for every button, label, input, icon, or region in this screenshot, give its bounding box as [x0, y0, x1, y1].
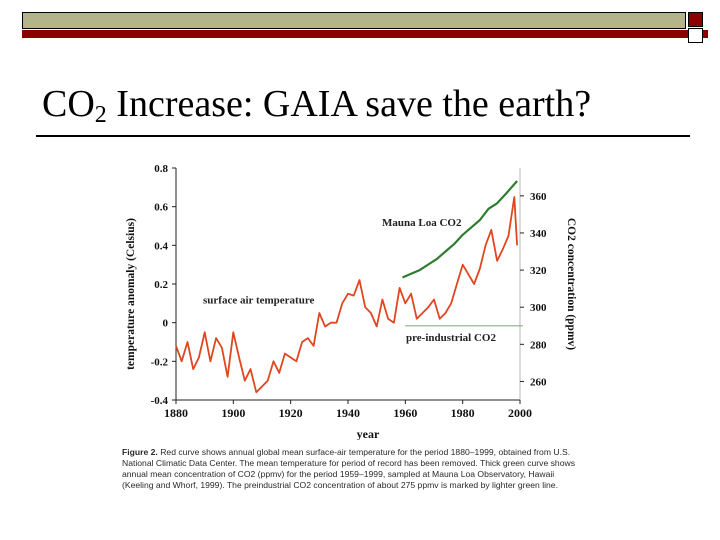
- left-tick-label: 0.2: [154, 279, 168, 291]
- right-tick-label: 260: [530, 376, 547, 388]
- corner-square-empty: [688, 28, 703, 43]
- x-tick-label: 1900: [221, 406, 245, 420]
- x-tick-label: 1880: [164, 406, 188, 420]
- right-tick-label: 320: [530, 265, 547, 277]
- x-tick-label: 1940: [336, 406, 360, 420]
- right-axis-label: CO2 concentration (ppmv): [565, 218, 577, 350]
- corner-square-filled: [688, 12, 703, 27]
- annotation-mauna-loa: Mauna Loa CO2: [382, 217, 462, 229]
- left-axis-label: temperature anomaly (Celsius): [125, 218, 137, 370]
- left-tick-label: -0.2: [151, 356, 169, 368]
- annotation-preindustrial: pre-industrial CO2: [406, 332, 496, 344]
- left-tick-label: -0.4: [151, 395, 169, 407]
- right-tick-label: 300: [530, 302, 547, 314]
- x-tick-label: 1980: [451, 406, 475, 420]
- right-tick-label: 340: [530, 228, 547, 240]
- x-tick-label: 1920: [279, 406, 303, 420]
- left-tick-label: 0.4: [154, 240, 168, 252]
- left-tick-label: 0.6: [154, 202, 168, 214]
- co2-temperature-chart: -0.4 -0.2 0 0.2 0.4 0.6 0.8 260 280 300 320 340 360 1…: [125, 163, 577, 440]
- left-tick-label: 0.8: [154, 163, 168, 175]
- caption-text: Red curve shows annual global mean surfa…: [122, 447, 575, 490]
- title-rest: Increase: GAIA save the earth?: [106, 83, 592, 125]
- left-tick-label: 0: [163, 318, 169, 330]
- axes-frame: [175, 168, 520, 401]
- annotation-temperature: surface air temperature: [203, 294, 315, 306]
- top-bar: [22, 12, 686, 29]
- right-tick-label: 280: [530, 339, 547, 351]
- x-axis-label: year: [357, 427, 380, 440]
- caption-label: Figure 2.: [122, 447, 158, 457]
- figure-caption: Figure 2. Red curve shows annual global …: [122, 447, 577, 491]
- title-subscript: 2: [94, 102, 107, 128]
- x-tick-label: 2000: [508, 406, 532, 420]
- series-line-2: [402, 180, 518, 279]
- slide-title: CO2 Increase: GAIA save the earth?: [42, 82, 591, 129]
- series-line-1: [175, 196, 518, 394]
- title-rule: [36, 135, 690, 137]
- right-tick-label: 360: [530, 191, 547, 203]
- title-co: CO: [42, 83, 95, 125]
- x-tick-label: 1960: [393, 406, 417, 420]
- top-accent-line: [22, 30, 708, 38]
